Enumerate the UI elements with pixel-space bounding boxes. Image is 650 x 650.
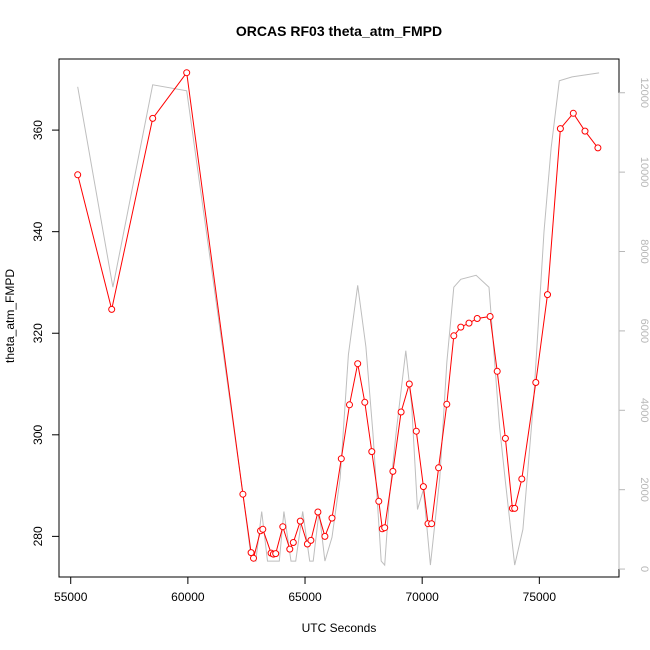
data-point — [556, 125, 564, 133]
y-axis-label: theta_atm_FMPD — [3, 269, 17, 363]
data-point — [594, 144, 602, 152]
data-point — [296, 517, 304, 525]
data-point — [74, 171, 82, 179]
data-point — [337, 455, 345, 463]
x-axis-label: UTC Seconds — [302, 621, 377, 635]
data-point — [286, 545, 294, 553]
data-point — [486, 313, 494, 320]
y-tick-label: 320 — [31, 323, 45, 343]
y2-tick-label: 12000 — [638, 77, 650, 108]
data-point — [108, 305, 116, 313]
chart-title: ORCAS RF03 theta_atm_FMPD — [236, 23, 442, 39]
primary-series-line — [77, 71, 599, 560]
y2-tick-label: 2000 — [638, 477, 650, 501]
data-point — [501, 434, 509, 442]
x-tick-label: 65000 — [288, 590, 322, 604]
data-point — [493, 367, 501, 375]
data-point — [569, 109, 577, 117]
data-point — [361, 398, 369, 406]
data-point — [428, 520, 436, 528]
y-tick-label: 340 — [31, 221, 45, 241]
y-tick-label: 360 — [31, 120, 45, 140]
data-point — [389, 467, 397, 475]
data-point — [354, 360, 362, 368]
x-axis: 55000 60000 65000 70000 75000 — [54, 576, 557, 604]
y2-tick-label: 0 — [638, 566, 650, 572]
x-tick-label: 55000 — [54, 590, 88, 604]
data-point — [450, 332, 458, 340]
data-point — [272, 550, 280, 558]
data-point — [328, 514, 336, 522]
data-point — [581, 127, 589, 135]
secondary-y-axis: 0 2000 4000 6000 8000 10000 12000 — [618, 77, 650, 572]
data-point — [405, 380, 413, 388]
data-point — [250, 554, 257, 562]
x-tick-label: 75000 — [523, 590, 557, 604]
data-point — [346, 401, 353, 409]
y2-tick-label: 8000 — [638, 239, 650, 263]
data-point — [314, 508, 322, 516]
y2-tick-label: 4000 — [638, 398, 650, 422]
y2-tick-label: 6000 — [638, 319, 650, 343]
series-primary — [74, 69, 602, 562]
data-point — [321, 532, 329, 540]
data-point — [473, 315, 481, 322]
data-point — [259, 525, 267, 533]
data-point — [239, 490, 247, 498]
data-point — [368, 448, 376, 456]
data-point — [465, 319, 473, 327]
y2-tick-label: 10000 — [638, 157, 650, 188]
data-point — [381, 524, 389, 532]
y-tick-label: 300 — [31, 424, 45, 444]
data-point — [375, 497, 383, 505]
data-point — [419, 483, 427, 491]
data-point — [397, 408, 405, 416]
data-point — [457, 323, 465, 331]
data-point — [412, 427, 420, 435]
y-tick-label: 280 — [31, 526, 45, 546]
x-tick-label: 70000 — [405, 590, 439, 604]
x-tick-label: 60000 — [171, 590, 205, 604]
data-point — [307, 536, 315, 544]
y-axis: 280 300 320 340 360 — [31, 120, 60, 546]
data-point — [511, 504, 519, 512]
data-point — [279, 523, 287, 531]
secondary-series-line — [77, 72, 600, 567]
data-point — [518, 475, 526, 483]
series-secondary — [77, 72, 600, 567]
data-point — [532, 379, 540, 386]
data-point — [149, 114, 157, 122]
data-point — [289, 539, 297, 546]
data-point — [247, 549, 255, 557]
data-point — [443, 400, 451, 408]
data-point — [435, 464, 443, 472]
data-point — [544, 291, 551, 299]
data-point — [183, 69, 191, 77]
